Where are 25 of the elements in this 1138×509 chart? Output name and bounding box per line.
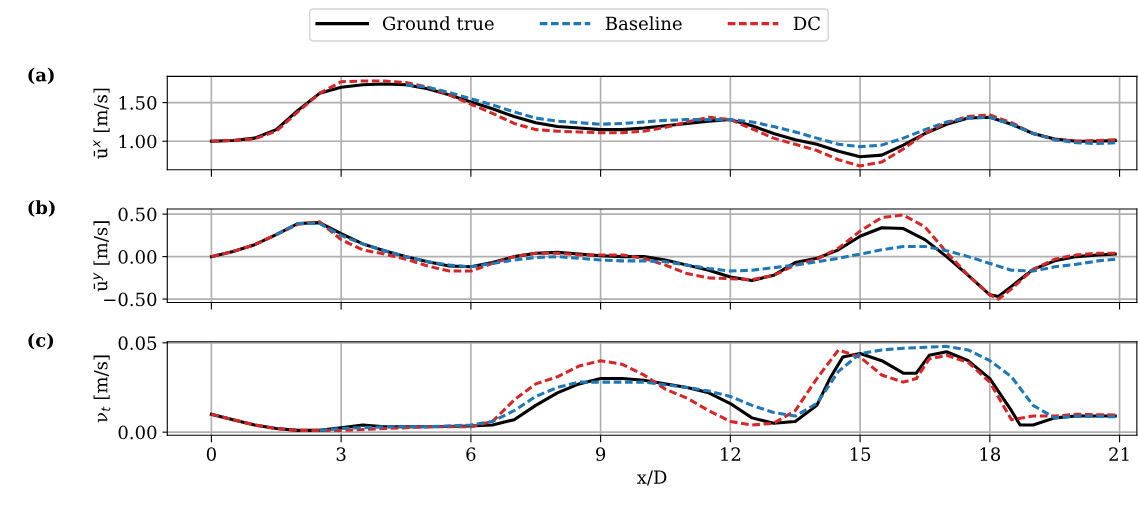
y-axis-title: ν$_{t}$ [m/s] (93, 355, 111, 423)
y-axis-title: ū$^{x}$ [m/s] (93, 88, 110, 159)
y-tick-label: 0.05 (118, 336, 157, 350)
y-axis-title: ū$^{y}$ [m/s] (93, 221, 110, 292)
chart-title: (b) (28, 200, 55, 217)
x-tick-label: 15 (850, 447, 871, 461)
y-tick-label: 0.00 (118, 425, 157, 440)
x-tick-label: 3 (336, 447, 346, 461)
legend-label: DC (793, 16, 820, 31)
y-tick-label: 1.50 (119, 96, 157, 110)
y-tick-label: 0.50 (118, 207, 157, 222)
x-tick-label: 21 (1109, 447, 1129, 461)
x-tick-label: 6 (466, 447, 476, 461)
x-axis-title: x/D (636, 470, 667, 486)
chart-title: (c) (28, 333, 54, 350)
legend-label: Baseline (605, 16, 682, 31)
x-tick-label: 12 (721, 447, 741, 461)
legend-label: Ground true (382, 16, 494, 31)
x-tick-label: 9 (596, 447, 606, 461)
y-tick-label: −0.50 (104, 292, 157, 307)
y-tick-label: 1.00 (119, 134, 157, 149)
x-tick-label: 0 (206, 447, 216, 461)
y-tick-label: 0.00 (118, 250, 157, 264)
x-tick-label: 18 (980, 447, 1001, 461)
chart-title: (a) (28, 67, 54, 85)
